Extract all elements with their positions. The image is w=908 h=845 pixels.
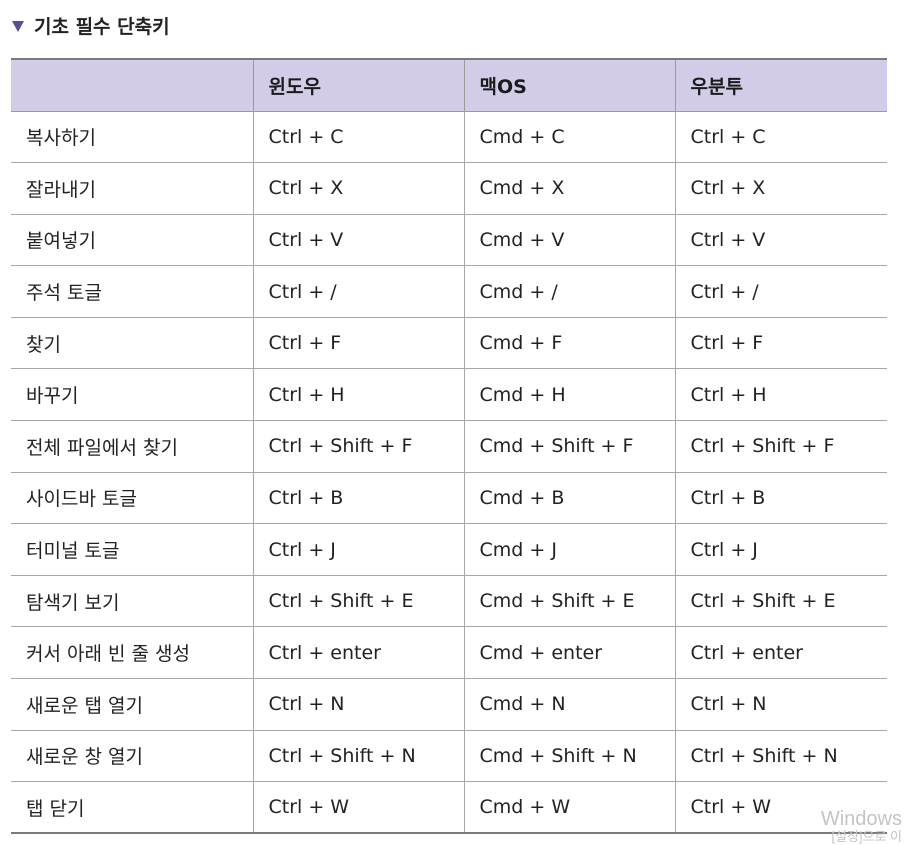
macos-cell: Cmd + X: [463, 162, 675, 215]
windows-cell: Ctrl + enter: [252, 626, 464, 680]
action-cell: 커서 아래 빈 줄 생성: [11, 626, 253, 680]
ubuntu-cell: Ctrl + C: [674, 111, 887, 164]
watermark-line2: [설정]으로 이: [831, 829, 902, 844]
macos-cell: Cmd + V: [463, 214, 675, 267]
windows-cell: Ctrl + N: [252, 678, 464, 731]
macos-cell: Cmd + Shift + F: [463, 420, 675, 473]
macos-cell: Cmd + /: [463, 265, 675, 318]
macos-cell: Cmd + N: [463, 678, 675, 731]
macos-cell: Cmd + enter: [463, 626, 675, 680]
watermark-line1: Windows: [820, 808, 902, 830]
ubuntu-cell: Ctrl + V: [674, 214, 887, 267]
macos-cell: Cmd + C: [463, 111, 675, 164]
table-row: 사이드바 토글 Ctrl + B Cmd + B Ctrl + B: [11, 472, 887, 525]
table-row: 바꾸기 Ctrl + H Cmd + H Ctrl + H: [11, 368, 887, 422]
action-cell: 탐색기 보기: [11, 575, 253, 628]
ubuntu-cell: Ctrl + W: [674, 781, 887, 835]
header-cell-action: [11, 58, 253, 112]
macos-cell: Cmd + B: [463, 472, 675, 525]
action-cell: 전체 파일에서 찾기: [11, 420, 253, 473]
table-row: 터미널 토글 Ctrl + J Cmd + J Ctrl + J: [11, 523, 887, 576]
action-cell: 새로운 창 열기: [11, 730, 253, 783]
ubuntu-cell: Ctrl + enter: [674, 626, 887, 680]
action-cell: 바꾸기: [11, 368, 253, 422]
ubuntu-cell: Ctrl + X: [674, 162, 887, 215]
macos-cell: Cmd + Shift + E: [463, 575, 675, 628]
ubuntu-cell: Ctrl + F: [674, 317, 887, 370]
table-row: 커서 아래 빈 줄 생성 Ctrl + enter Cmd + enter Ctrl …: [11, 626, 887, 680]
action-cell: 찾기: [11, 317, 253, 370]
macos-cell: Cmd + W: [463, 781, 675, 835]
table-row: 붙여넣기 Ctrl + V Cmd + V Ctrl + V: [11, 214, 887, 267]
section-heading: 기초 필수 단축키: [12, 12, 170, 38]
windows-cell: Ctrl + B: [252, 472, 464, 525]
windows-cell: Ctrl + Shift + F: [252, 420, 464, 473]
ubuntu-cell: Ctrl + H: [674, 368, 887, 422]
windows-cell: Ctrl + Shift + E: [252, 575, 464, 628]
table-row: 새로운 탭 열기 Ctrl + N Cmd + N Ctrl + N: [11, 678, 887, 731]
table-row: 탐색기 보기 Ctrl + Shift + E Cmd + Shift + E Ctr…: [11, 575, 887, 628]
action-cell: 복사하기: [11, 111, 253, 164]
ubuntu-cell: Ctrl + Shift + N: [674, 730, 887, 783]
windows-cell: Ctrl + /: [252, 265, 464, 318]
windows-cell: Ctrl + V: [252, 214, 464, 267]
table-row: 복사하기 Ctrl + C Cmd + C Ctrl + C: [11, 111, 887, 164]
windows-cell: Ctrl + H: [252, 368, 464, 422]
macos-cell: Cmd + F: [463, 317, 675, 370]
action-cell: 터미널 토글: [11, 523, 253, 576]
macos-cell: Cmd + J: [463, 523, 675, 576]
windows-cell: Ctrl + F: [252, 317, 464, 370]
ubuntu-cell: Ctrl + B: [674, 472, 887, 525]
table-row: 전체 파일에서 찾기 Ctrl + Shift + F Cmd + Shift + …: [11, 420, 887, 473]
ubuntu-cell: Ctrl + /: [674, 265, 887, 318]
table-header-row: 윈도우 맥OS 우분투: [11, 58, 887, 112]
windows-activation-watermark: Windows [설정]으로 이: [821, 808, 902, 844]
macos-cell: Cmd + H: [463, 368, 675, 422]
section-title-text: 기초 필수 단축키: [34, 15, 170, 38]
windows-cell: Ctrl + Shift + N: [252, 730, 464, 783]
windows-cell: Ctrl + X: [252, 162, 464, 215]
table-row: 찾기 Ctrl + F Cmd + F Ctrl + F: [11, 317, 887, 370]
action-cell: 새로운 탭 열기: [11, 678, 253, 731]
header-cell-macos: 맥OS: [463, 58, 675, 112]
table-row: 탭 닫기 Ctrl + W Cmd + W Ctrl + W: [11, 781, 887, 835]
windows-cell: Ctrl + C: [252, 111, 464, 164]
action-cell: 잘라내기: [11, 162, 253, 215]
table-row: 주석 토글 Ctrl + / Cmd + / Ctrl + /: [11, 265, 887, 318]
ubuntu-cell: Ctrl + Shift + F: [674, 420, 887, 473]
ubuntu-cell: Ctrl + Shift + E: [674, 575, 887, 628]
header-cell-ubuntu: 우분투: [674, 58, 887, 112]
table-row: 잘라내기 Ctrl + X Cmd + X Ctrl + X: [11, 162, 887, 215]
windows-cell: Ctrl + J: [252, 523, 464, 576]
header-cell-windows: 윈도우: [252, 58, 464, 112]
action-cell: 붙여넣기: [11, 214, 253, 267]
action-cell: 주석 토글: [11, 265, 253, 318]
ubuntu-cell: Ctrl + J: [674, 523, 887, 576]
ubuntu-cell: Ctrl + N: [674, 678, 887, 731]
action-cell: 탭 닫기: [11, 781, 253, 835]
windows-cell: Ctrl + W: [252, 781, 464, 835]
action-cell: 사이드바 토글: [11, 472, 253, 525]
macos-cell: Cmd + Shift + N: [463, 730, 675, 783]
triangle-down-icon: [12, 20, 24, 32]
